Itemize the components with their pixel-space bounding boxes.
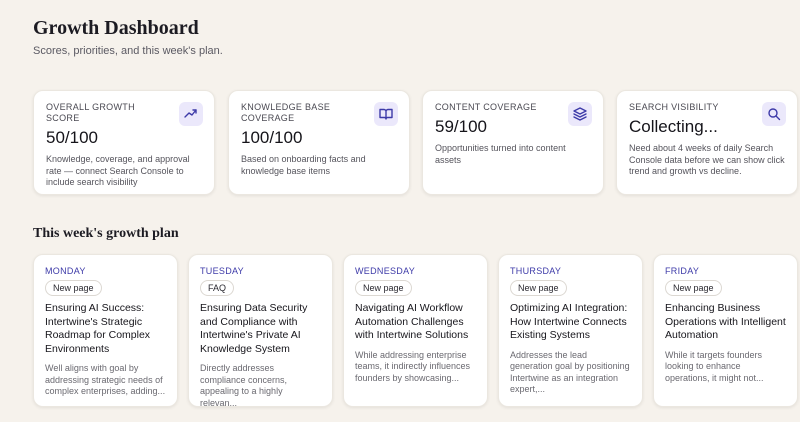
- page-subtitle: Scores, priorities, and this week's plan…: [33, 45, 223, 57]
- score-label: CONTENT COVERAGE: [435, 102, 537, 112]
- plan-day: THURSDAY: [510, 266, 562, 276]
- plan-description: Directly addresses compliance concerns, …: [200, 363, 288, 408]
- plan-card[interactable]: MONDAY New page Ensuring AI Success: Inter…: [33, 254, 178, 407]
- icon: [573, 107, 587, 121]
- section-title: This week's growth plan: [33, 226, 179, 241]
- plan-day: MONDAY: [45, 266, 86, 276]
- plan-description: While addressing enterprise teams, it in…: [355, 349, 471, 383]
- plan-tag: New page: [355, 280, 412, 296]
- plan-title: Enhancing Business Operations with Intel…: [665, 302, 786, 341]
- plan-day: TUESDAY: [200, 266, 244, 276]
- plan-card[interactable]: FRIDAY New page Enhancing Business Operati…: [653, 254, 798, 407]
- score-card: OVERALL GROWTH SCORE 50/100 Knowledge, cov…: [33, 90, 215, 195]
- plan-tag: FAQ: [200, 280, 235, 296]
- score-description: Need about 4 weeks of daily Search Conso…: [629, 143, 785, 176]
- plan-title: Ensuring Data Security and Compliance wi…: [200, 302, 308, 355]
- icon: [379, 108, 393, 120]
- score-description: Based on onboarding facts and knowledge …: [241, 154, 366, 176]
- plan-description: Addresses the lead generation goal by po…: [510, 349, 630, 395]
- plan-tag: New page: [45, 280, 102, 296]
- score-card: KNOWLEDGE BASE COVERAGE 100/100 Based on o…: [228, 90, 410, 195]
- plan-title: Optimizing AI Integration: How Intertwin…: [510, 302, 628, 341]
- score-description: Knowledge, coverage, and approval rate —…: [46, 154, 190, 187]
- plan-card[interactable]: TUESDAY FAQ Ensuring Data Security and Com…: [188, 254, 333, 408]
- score-label: OVERALL GROWTH SCORE: [46, 102, 135, 123]
- plan-description: While it targets founders looking to enh…: [665, 349, 764, 383]
- plan-card[interactable]: THURSDAY New page Optimizing AI Integratio…: [498, 254, 643, 407]
- score-value: 59/100: [435, 117, 487, 136]
- score-label: KNOWLEDGE BASE COVERAGE: [241, 102, 331, 123]
- score-value: 50/100: [46, 128, 98, 147]
- plan-title: Navigating AI Workflow Automation Challe…: [355, 302, 469, 341]
- plan-tag: New page: [665, 280, 722, 296]
- score-card: SEARCH VISIBILITY Collecting... Need about…: [616, 90, 798, 195]
- score-value: 100/100: [241, 128, 303, 147]
- score-icon: [179, 102, 203, 126]
- score-card: CONTENT COVERAGE 59/100 Opportunities turn…: [422, 90, 604, 195]
- page-title: Growth Dashboard: [33, 17, 199, 39]
- score-icon: [568, 102, 592, 126]
- score-icon: [374, 102, 398, 126]
- score-value: Collecting...: [629, 117, 718, 136]
- score-icon: [762, 102, 786, 126]
- plan-description: Well aligns with goal by addressing stra…: [45, 363, 166, 396]
- icon: [184, 109, 197, 118]
- plan-card[interactable]: WEDNESDAY New page Navigating AI Workflow …: [343, 254, 488, 407]
- score-label: SEARCH VISIBILITY: [629, 102, 719, 112]
- plan-day: WEDNESDAY: [355, 266, 416, 276]
- plan-day: FRIDAY: [665, 266, 700, 276]
- plan-tag: New page: [510, 280, 567, 296]
- score-description: Opportunities turned into content assets: [435, 143, 566, 165]
- icon: [768, 108, 781, 121]
- plan-title: Ensuring AI Success: Intertwine's Strate…: [45, 302, 151, 355]
